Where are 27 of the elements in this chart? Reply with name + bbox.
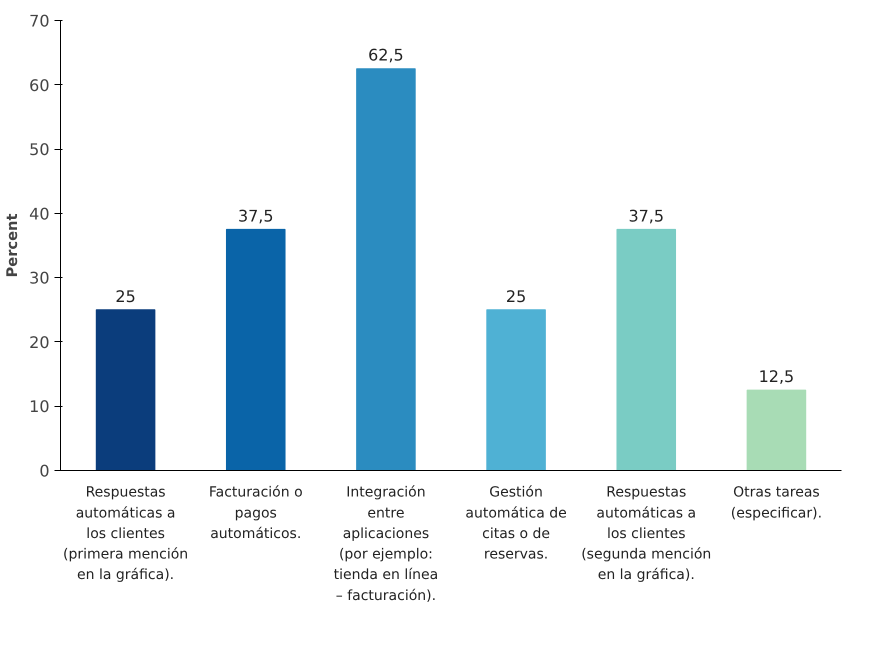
y-tick-label: 70 bbox=[29, 12, 50, 30]
data-label: 25 bbox=[115, 286, 136, 306]
bar bbox=[616, 228, 676, 470]
bar bbox=[746, 390, 806, 470]
data-label: 25 bbox=[506, 286, 526, 306]
y-tick-label: 30 bbox=[29, 268, 50, 288]
bar bbox=[96, 309, 156, 470]
bar bbox=[486, 309, 546, 470]
y-tick-label: 50 bbox=[29, 140, 50, 160]
x-tick-label: Gestión automática de citas o de reservas. bbox=[465, 484, 567, 562]
y-tick-label: 10 bbox=[29, 397, 50, 416]
y-tick-label: 40 bbox=[29, 204, 50, 224]
y-tick-label: 20 bbox=[29, 332, 50, 352]
x-tick-label: Facturación o pagos automáticos. bbox=[208, 484, 303, 542]
x-tick-label: Integración entre aplicaciones (por ejemplo: tienda en línea – facturación). bbox=[334, 484, 438, 604]
x-tick-label: Respuestas automáticas a los clientes (segunda mención en la gráfica). bbox=[581, 484, 712, 584]
bar bbox=[226, 228, 286, 470]
data-label: 62,5 bbox=[368, 46, 404, 65]
y-tick-label: 0 bbox=[39, 462, 50, 480]
y-tick-label: 60 bbox=[29, 76, 50, 95]
data-label: 37,5 bbox=[238, 206, 274, 226]
x-tick-label: Otras tareas (especificar). bbox=[730, 484, 822, 522]
bar bbox=[356, 68, 416, 470]
data-label: 37,5 bbox=[628, 206, 664, 226]
x-tick-label: Respuestas automáticas a los clientes (primera mención en la gráfica). bbox=[62, 484, 188, 584]
y-axis-title: Percent bbox=[4, 214, 22, 278]
data-label: 12,5 bbox=[758, 367, 794, 386]
